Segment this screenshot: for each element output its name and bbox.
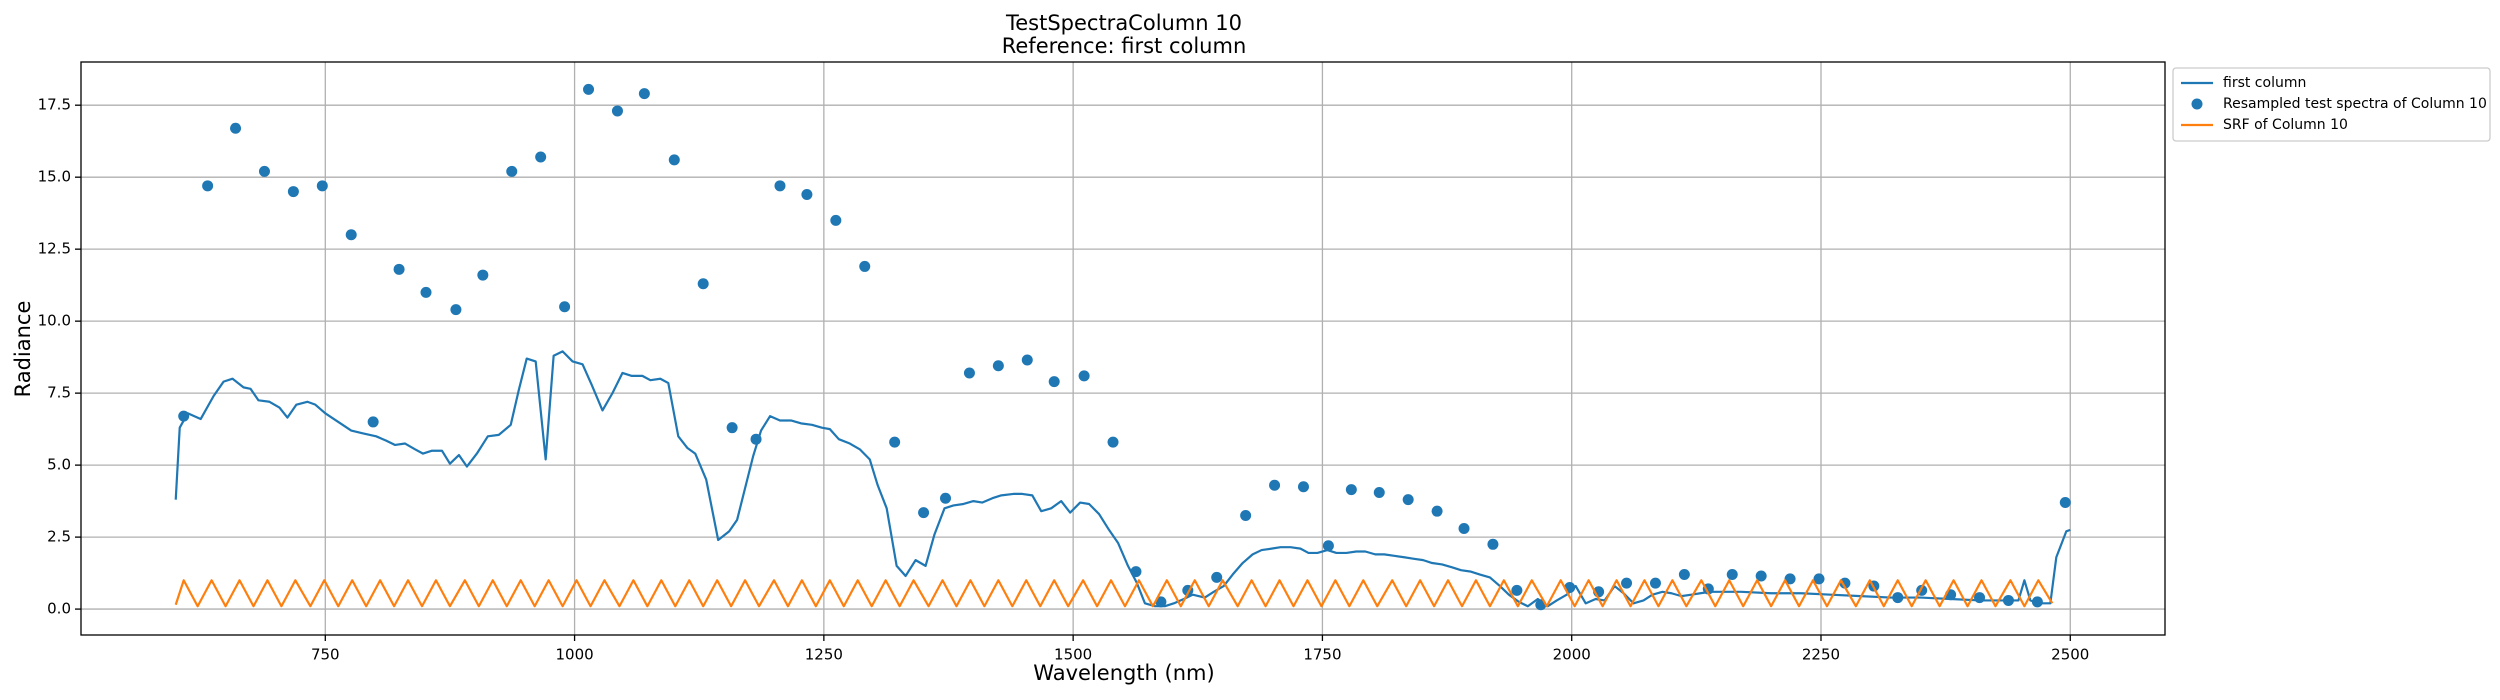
x-tick-label: 1500 [1054, 646, 1092, 664]
scatter-point [1048, 376, 1060, 388]
scatter-point [1211, 571, 1223, 583]
scatter-point [1755, 570, 1767, 582]
scatter-point [697, 278, 709, 290]
legend: first column Resampled test spectra of Co… [2172, 67, 2491, 142]
scatter-point [1458, 522, 1470, 534]
x-tick-label: 2500 [2051, 646, 2089, 664]
scatter-point [477, 269, 489, 281]
x-tick-label: 750 [311, 646, 340, 664]
scatter-point [1431, 505, 1443, 517]
scatter-point [1511, 584, 1523, 596]
y-tick-label: 17.5 [38, 96, 71, 114]
scatter-point [801, 188, 813, 200]
scatter-point [1487, 538, 1499, 550]
x-tick-label: 1750 [1303, 646, 1341, 664]
scatter-point [1373, 486, 1385, 498]
y-axis-label: Radiance [11, 301, 35, 398]
scatter-point [1974, 592, 1986, 604]
y-tick-label: 2.5 [47, 528, 71, 546]
x-tick-label: 1000 [555, 646, 593, 664]
scatter-point [668, 154, 680, 166]
chart-subtitle: Reference: first column [1002, 34, 1247, 58]
scatter-point [1155, 596, 1167, 608]
scatter-point [1678, 569, 1690, 581]
x-tick-label: 1250 [805, 646, 843, 664]
x-tick-label: 2250 [1802, 646, 1840, 664]
scatter-point [316, 180, 328, 192]
scatter-point [611, 105, 623, 117]
scatter-point [202, 180, 214, 192]
scatter-point [1784, 573, 1796, 585]
scatter-point [1649, 577, 1661, 589]
scatter-point [345, 229, 357, 241]
scatter-point [506, 165, 518, 177]
scatter-point [992, 360, 1004, 372]
legend-label: SRF of Column 10 [2223, 117, 2348, 133]
chart-title: TestSpectraColumn 10 [1005, 11, 1242, 35]
scatter-point [750, 433, 762, 445]
legend-label: Resampled test spectra of Column 10 [2223, 96, 2487, 112]
scatter-point [940, 492, 952, 504]
scatter-point [726, 422, 738, 434]
scatter-point [258, 165, 270, 177]
scatter-point [559, 301, 571, 313]
scatter-point [287, 186, 299, 198]
scatter-point [1130, 566, 1142, 578]
legend-label: first column [2223, 75, 2306, 91]
scatter-point [230, 122, 242, 134]
scatter-point [963, 367, 975, 379]
scatter-point [1892, 592, 1904, 604]
scatter-point [1078, 370, 1090, 382]
scatter-point [2002, 594, 2014, 606]
legend-swatch [2191, 98, 2203, 110]
scatter-point [1621, 577, 1633, 589]
scatter-point [1322, 540, 1334, 552]
y-tick-label: 5.0 [47, 456, 71, 474]
scatter-point [859, 260, 871, 272]
scatter-point [830, 214, 842, 226]
y-tick-label: 10.0 [38, 312, 71, 330]
scatter-point [1726, 569, 1738, 581]
y-tick-label: 15.0 [38, 168, 71, 186]
scatter-point [1107, 436, 1119, 448]
scatter-point [420, 286, 432, 298]
data-line [174, 350, 2071, 608]
y-tick-label: 0.0 [47, 600, 71, 618]
scatter-point [774, 180, 786, 192]
x-axis-label: Wavelength (nm) [1033, 661, 1214, 685]
y-tick-label: 7.5 [47, 384, 71, 402]
scatter-point [918, 507, 930, 519]
legend-box [2172, 67, 2491, 142]
scatter-point [1240, 510, 1252, 522]
y-tick-label: 12.5 [38, 240, 71, 258]
scatter-point [583, 83, 595, 95]
x-tick-label: 2000 [1553, 646, 1591, 664]
scatter-point [2059, 497, 2071, 509]
scatter-point [889, 436, 901, 448]
scatter-point [1021, 354, 1033, 366]
scatter-point [1345, 484, 1357, 496]
scatter-point [450, 304, 462, 316]
scatter-point [1813, 573, 1825, 585]
scatter-point [1402, 494, 1414, 506]
scatter-point [1269, 479, 1281, 491]
scatter-point [367, 416, 379, 428]
data-line [174, 579, 2054, 608]
scatter-point [393, 263, 405, 275]
scatter-point [638, 88, 650, 100]
scatter-point [2031, 596, 2043, 608]
scatter-point [535, 151, 547, 163]
plot-frame [80, 61, 2166, 636]
scatter-point [1297, 481, 1309, 493]
scatter-point [178, 410, 190, 422]
